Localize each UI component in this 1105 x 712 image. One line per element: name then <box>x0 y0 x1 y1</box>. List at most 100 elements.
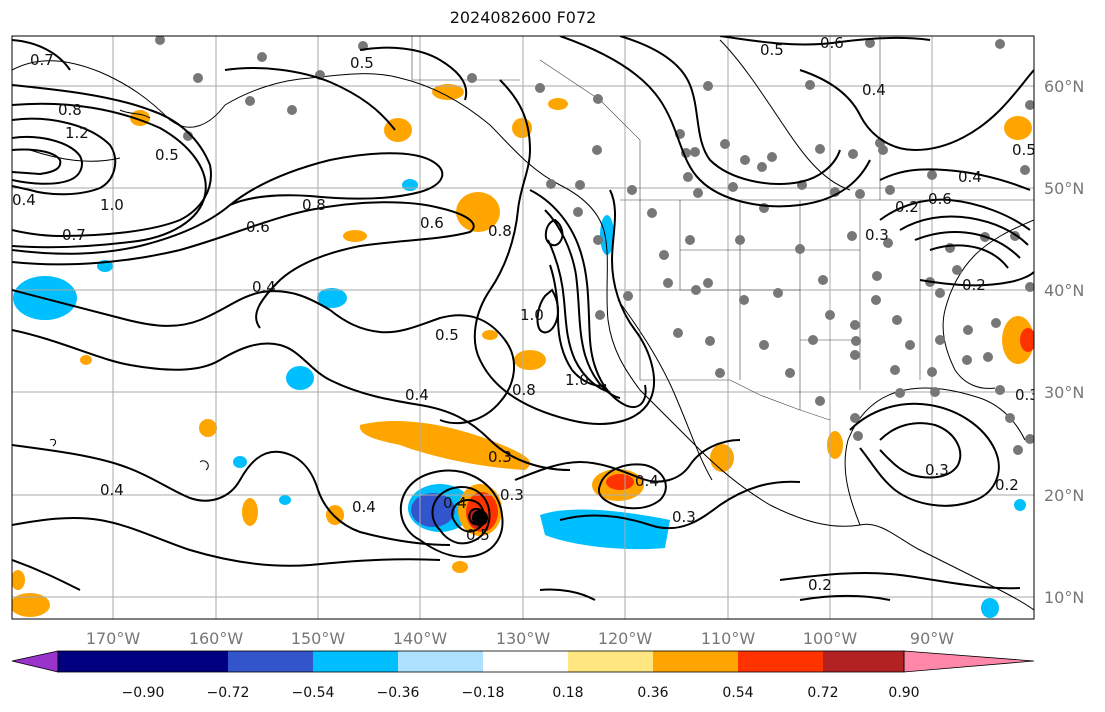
colorbar-bin <box>143 651 228 672</box>
contour-label: 0.2 <box>895 198 919 216</box>
contour-label: 0.6 <box>928 190 952 208</box>
contour-label: 0.5 <box>466 526 490 544</box>
orange-patch <box>482 330 498 340</box>
colorbar-tick-label: 0.36 <box>637 685 668 701</box>
colorbar-bin <box>568 651 653 672</box>
colorbar-bin <box>738 651 823 672</box>
contour-label: 0.4 <box>352 498 376 516</box>
lat-tick-label: 20°N <box>1044 486 1084 505</box>
colorbar-bin <box>483 651 568 672</box>
contour-label: 0.5 <box>350 54 374 72</box>
latitude-labels: 60°N 50°N 40°N 30°N 20°N 10°N <box>1044 77 1084 607</box>
blue-patch <box>540 509 670 550</box>
colorbar-bin <box>313 651 398 672</box>
blue-patch <box>317 288 347 308</box>
colorbar: −0.90 −0.72 −0.54 −0.36 −0.18 0.18 0.36 … <box>11 650 1035 701</box>
orange-patch <box>710 444 734 472</box>
station-markers <box>155 36 1034 455</box>
contour-label: 0.4 <box>405 386 429 404</box>
colorbar-bin <box>228 651 313 672</box>
longitude-labels: 170°W 160°W 150°W 140°W 130°W 120°W 110°… <box>86 629 954 648</box>
orange-patch <box>456 192 500 232</box>
storm-center-marker <box>472 510 488 526</box>
colorbar-tick-label: −0.18 <box>462 685 505 701</box>
contour-label: 0.4 <box>635 472 659 490</box>
contour-label: 0.8 <box>512 381 536 399</box>
lon-tick-label: 90°W <box>910 629 954 648</box>
colorbar-bin <box>58 651 143 672</box>
contour-label: 0.8 <box>302 196 326 214</box>
orange-patch <box>514 350 546 370</box>
shaded-patches <box>12 84 1034 618</box>
contour-label: 0.4 <box>958 168 982 186</box>
contour-label: 0.3 <box>672 508 696 526</box>
contour-label: 0.4 <box>100 481 124 499</box>
orange-patch <box>827 431 843 459</box>
colorbar-tick-label: −0.36 <box>377 685 420 701</box>
orange-patch <box>1004 116 1032 140</box>
colorbar-bin <box>398 651 483 672</box>
blue-patch <box>402 179 418 191</box>
blue-patch <box>1014 499 1026 511</box>
lon-tick-label: 150°W <box>291 629 346 648</box>
red-patch <box>1020 328 1034 352</box>
orange-patch <box>12 593 50 617</box>
colorbar-frame <box>57 650 905 673</box>
contour-label: 1.2 <box>65 124 89 142</box>
orange-patch <box>242 498 258 526</box>
lon-tick-label: 100°W <box>803 629 858 648</box>
orange-patch <box>1002 316 1034 364</box>
lon-tick-label: 160°W <box>189 629 244 648</box>
map-frame <box>11 35 1035 620</box>
blue-patch <box>981 598 999 618</box>
colorbar-tick-label: 0.72 <box>807 685 838 701</box>
contour-label: 0.6 <box>420 214 444 232</box>
contour-label: 0.5 <box>435 326 459 344</box>
lat-tick-label: 60°N <box>1044 77 1084 96</box>
contour-label: 1.0 <box>520 306 544 324</box>
coastlines <box>12 39 1034 611</box>
colorbar-tick-label: −0.90 <box>122 685 165 701</box>
contour-label: 0.5 <box>1012 141 1036 159</box>
colorbar-bin <box>823 651 904 672</box>
contour-label: 0.8 <box>488 222 512 240</box>
lat-tick-label: 10°N <box>1044 588 1084 607</box>
lon-tick-label: 170°W <box>86 629 141 648</box>
contour-label: 0.4 <box>12 191 36 209</box>
orange-patch <box>12 570 25 590</box>
colorbar-tick-label: −0.54 <box>292 685 335 701</box>
blue-patch <box>279 495 291 505</box>
contour-label: 0.3 <box>1015 386 1039 404</box>
contour-label: 0.6 <box>246 218 270 236</box>
orange-patch <box>80 355 92 365</box>
colorbar-tick-labels: −0.90 −0.72 −0.54 −0.36 −0.18 0.18 0.36 … <box>122 685 920 701</box>
orange-patch <box>432 84 464 100</box>
contour-labels: 0.7 0.8 1.2 0.5 1.0 0.7 0.8 0.6 0.4 0.5 … <box>12 36 1039 594</box>
contour-label: 0.3 <box>500 486 524 504</box>
lon-tick-label: 110°W <box>701 629 756 648</box>
blue-patch <box>600 215 614 255</box>
blue-patch <box>233 456 247 468</box>
contour-label: 0.3 <box>925 461 949 479</box>
contour-label: 0.2 <box>808 576 832 594</box>
orange-patch <box>343 230 367 242</box>
colorbar-tick-label: 0.18 <box>552 685 583 701</box>
contour-label: 0.8 <box>58 101 82 119</box>
colorbar-over-arrow <box>903 650 1035 673</box>
contour-label: 0.4 <box>443 494 467 512</box>
blue-patch <box>286 366 314 390</box>
lon-tick-label: 130°W <box>496 629 551 648</box>
contour-label: 0.7 <box>62 226 86 244</box>
lat-tick-label: 50°N <box>1044 179 1084 198</box>
contour-label: 0.5 <box>760 41 784 59</box>
contour-label: 0.7 <box>30 51 54 69</box>
lat-tick-label: 30°N <box>1044 383 1084 402</box>
contour-label: 0.4 <box>862 81 886 99</box>
colorbar-tick-label: −0.72 <box>207 685 250 701</box>
colorbar-bin <box>653 651 738 672</box>
lat-tick-label: 40°N <box>1044 281 1084 300</box>
map-title: 2024082600 F072 <box>449 8 597 27</box>
contour-label: 1.0 <box>565 371 589 389</box>
contour-label: 0.5 <box>155 146 179 164</box>
